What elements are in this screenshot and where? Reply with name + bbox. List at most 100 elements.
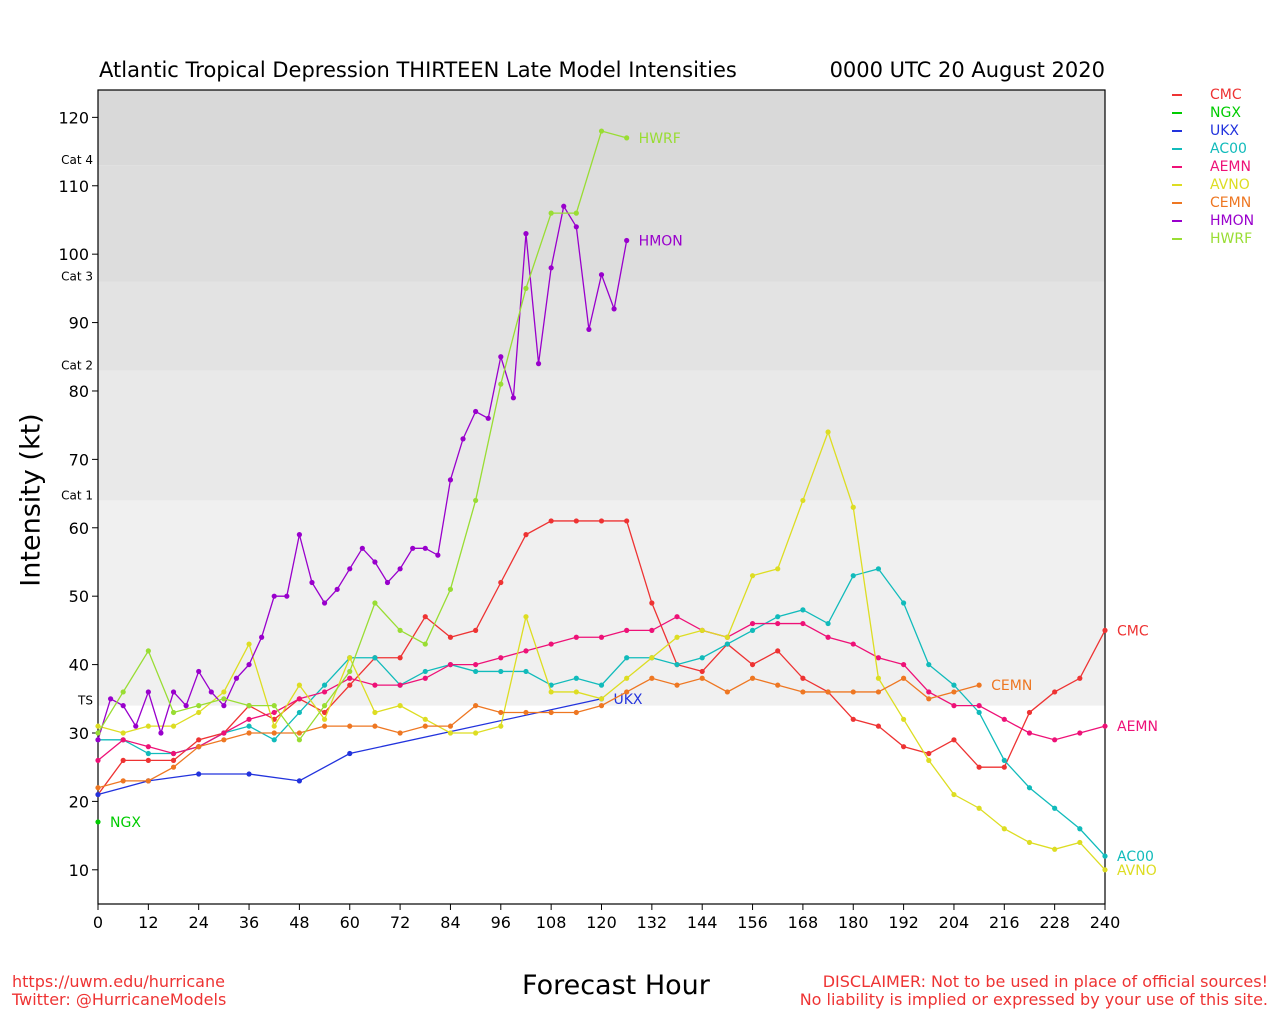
data-point-cemn bbox=[724, 689, 730, 695]
category-band-cat-3 bbox=[98, 165, 1105, 282]
y-tick-label: 60 bbox=[69, 519, 89, 538]
data-point-hwrf bbox=[196, 703, 202, 709]
x-tick-label: 228 bbox=[1039, 913, 1070, 932]
data-point-cmc bbox=[196, 737, 202, 743]
data-point-ac00 bbox=[422, 668, 428, 675]
data-point-cemn bbox=[246, 730, 252, 736]
footer-url[interactable]: https://uwm.edu/hurricane bbox=[12, 972, 225, 991]
data-point-cemn bbox=[447, 723, 454, 729]
data-point-cmc bbox=[800, 675, 806, 681]
data-point-aemn bbox=[296, 696, 302, 702]
data-point-cemn bbox=[523, 709, 529, 716]
data-point-ac00 bbox=[1052, 805, 1058, 811]
data-point-avno bbox=[372, 709, 378, 716]
category-band-cat-1 bbox=[98, 370, 1105, 501]
series-end-label-avno: AVNO bbox=[1117, 863, 1157, 879]
data-point-cmc bbox=[699, 668, 705, 675]
data-point-ac00 bbox=[624, 655, 630, 661]
legend-swatch bbox=[1172, 238, 1182, 240]
data-point-aemn bbox=[1077, 730, 1083, 736]
data-point-aemn bbox=[523, 648, 529, 654]
series-end-label-hmon: HMON bbox=[639, 233, 683, 249]
data-point-cemn bbox=[674, 682, 680, 688]
legend-label: CMC bbox=[1210, 87, 1242, 103]
data-point-hmon bbox=[510, 395, 516, 401]
series-end-label-ac00: AC00 bbox=[1117, 849, 1154, 865]
data-point-hwrf bbox=[246, 703, 252, 709]
data-point-hmon bbox=[133, 723, 139, 729]
data-point-cmc bbox=[347, 682, 353, 688]
x-tick-label: 48 bbox=[289, 913, 309, 932]
category-label: TS bbox=[77, 694, 93, 708]
data-point-cmc bbox=[1001, 764, 1007, 770]
data-point-hmon bbox=[321, 600, 328, 606]
x-tick-label: 216 bbox=[989, 913, 1020, 932]
data-point-hmon bbox=[145, 689, 151, 695]
data-point-aemn bbox=[875, 655, 882, 661]
footer-credits: https://uwm.edu/hurricane Twitter: @Hurr… bbox=[12, 973, 226, 1009]
data-point-ac00 bbox=[246, 723, 252, 729]
data-point-ac00 bbox=[775, 614, 781, 620]
data-point-hwrf bbox=[120, 689, 126, 695]
data-point-hmon bbox=[586, 326, 592, 333]
data-point-cemn bbox=[573, 709, 579, 716]
data-point-aemn bbox=[170, 750, 177, 757]
footer-twitter[interactable]: Twitter: @HurricaneModels bbox=[12, 990, 227, 1009]
data-point-hwrf bbox=[447, 586, 454, 592]
y-tick-label: 40 bbox=[69, 656, 89, 675]
data-point-cemn bbox=[699, 675, 705, 681]
data-point-ukx bbox=[95, 791, 101, 798]
data-point-hmon bbox=[611, 306, 617, 312]
data-point-aemn bbox=[674, 614, 680, 620]
data-point-aemn bbox=[397, 682, 403, 688]
data-point-hwrf bbox=[221, 696, 227, 702]
data-point-cmc bbox=[573, 518, 579, 524]
data-point-cmc bbox=[473, 627, 479, 633]
x-tick-label: 108 bbox=[536, 913, 567, 932]
x-axis-label: Forecast Hour bbox=[522, 970, 710, 1001]
data-point-avno bbox=[1001, 826, 1007, 832]
data-point-hwrf bbox=[397, 627, 403, 633]
data-point-avno bbox=[749, 573, 756, 579]
data-point-ac00 bbox=[901, 600, 907, 606]
data-point-avno bbox=[145, 723, 151, 729]
data-point-ac00 bbox=[724, 641, 730, 647]
data-point-avno bbox=[523, 614, 529, 620]
y-axis-label: Intensity (kt) bbox=[15, 413, 47, 587]
data-point-ac00 bbox=[372, 655, 378, 661]
data-point-cemn bbox=[296, 730, 302, 736]
data-point-cemn bbox=[548, 709, 554, 716]
legend-swatch bbox=[1172, 148, 1182, 150]
x-tick-label: 24 bbox=[189, 913, 209, 932]
footer-disclaimer: DISCLAIMER: Not to be used in place of o… bbox=[800, 973, 1268, 1009]
data-point-cmc bbox=[1102, 627, 1108, 633]
series-end-label-cemn: CEMN bbox=[991, 678, 1032, 694]
data-point-avno bbox=[296, 682, 302, 688]
data-point-hmon bbox=[535, 361, 542, 367]
x-tick-label: 168 bbox=[788, 913, 819, 932]
data-point-cemn bbox=[347, 723, 353, 729]
data-point-aemn bbox=[901, 661, 907, 668]
data-point-cmc bbox=[498, 579, 504, 586]
data-point-avno bbox=[875, 675, 882, 681]
data-point-avno bbox=[95, 723, 101, 729]
data-point-avno bbox=[775, 566, 781, 572]
data-point-ac00 bbox=[473, 668, 479, 675]
data-point-avno bbox=[825, 429, 831, 435]
y-tick-label: 30 bbox=[69, 724, 89, 743]
disclaimer-line-1: DISCLAIMER: Not to be used in place of o… bbox=[822, 972, 1268, 991]
legend-label: UKX bbox=[1210, 123, 1240, 139]
data-point-aemn bbox=[548, 641, 554, 647]
data-point-avno bbox=[598, 696, 605, 702]
data-point-hmon bbox=[573, 224, 579, 230]
data-point-ac00 bbox=[674, 661, 680, 668]
data-point-avno bbox=[800, 497, 806, 504]
data-point-cemn bbox=[372, 723, 378, 729]
legend-swatch bbox=[1172, 220, 1182, 222]
data-point-hmon bbox=[271, 593, 277, 599]
data-point-avno bbox=[397, 703, 403, 709]
data-point-avno bbox=[347, 655, 353, 661]
data-point-hwrf bbox=[422, 641, 428, 647]
data-point-avno bbox=[850, 504, 856, 510]
data-point-avno bbox=[1052, 846, 1058, 852]
